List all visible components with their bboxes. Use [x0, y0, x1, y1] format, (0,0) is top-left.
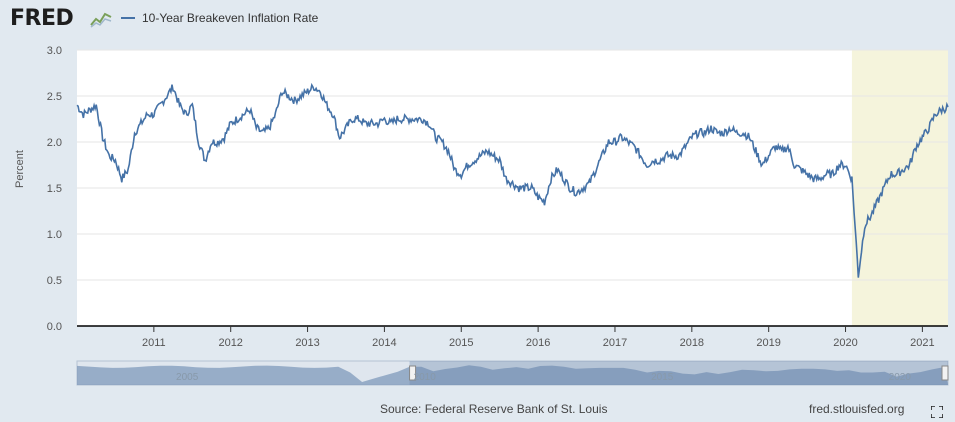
site-link[interactable]: fred.stlouisfed.org [809, 402, 905, 416]
y-tick-label: 0.5 [47, 275, 62, 287]
fullscreen-icon[interactable] [931, 406, 943, 418]
header: FRED 10-Year Breakeven Inflation Rate [0, 0, 955, 40]
legend-series-label: 10-Year Breakeven Inflation Rate [142, 11, 319, 25]
trend-line-icon [90, 9, 112, 29]
y-tick-label: 0.0 [47, 321, 62, 333]
x-tick-label: 2021 [910, 337, 934, 349]
navigator-tick-label: 2020 [889, 372, 912, 383]
y-tick-label: 2.0 [47, 137, 62, 149]
x-tick-label: 2013 [295, 337, 319, 349]
navigator-selection [409, 361, 949, 385]
x-tick-label: 2019 [756, 337, 780, 349]
navigator-tick-label: 2005 [176, 372, 199, 383]
x-tick-label: 2020 [833, 337, 857, 349]
source-text: Source: Federal Reserve Bank of St. Loui… [380, 402, 608, 416]
x-tick-label: 2011 [142, 337, 166, 349]
x-tick-label: 2017 [603, 337, 627, 349]
series-line [76, 82, 949, 278]
line-chart[interactable]: 0.0 0.5 1.0 1.5 2.0 2.5 3.0 2011 2012 2013 2014 201… [0, 0, 955, 400]
navigator-tick-label: 2015 [651, 372, 674, 383]
navigator-area [77, 365, 948, 385]
y-tick-label: 1.0 [47, 229, 62, 241]
legend-swatch [121, 17, 135, 19]
y-tick-label: 2.5 [47, 91, 62, 103]
x-tick-label: 2016 [526, 337, 550, 349]
x-tick-label: 2015 [449, 337, 473, 349]
navigator-tick-label: 2010 [414, 372, 437, 383]
fred-logo[interactable]: FRED [10, 6, 74, 31]
legend[interactable]: 10-Year Breakeven Inflation Rate [121, 11, 318, 25]
navigator-handle [941, 365, 949, 381]
x-tick-label: 2018 [680, 337, 704, 349]
x-tick-label: 2012 [218, 337, 242, 349]
x-tick-label: 2014 [372, 337, 396, 349]
navigator-handle [409, 365, 417, 381]
y-tick-label: 1.5 [47, 183, 62, 195]
y-tick-label: 3.0 [47, 45, 62, 57]
y-axis-label: Percent [14, 150, 26, 188]
